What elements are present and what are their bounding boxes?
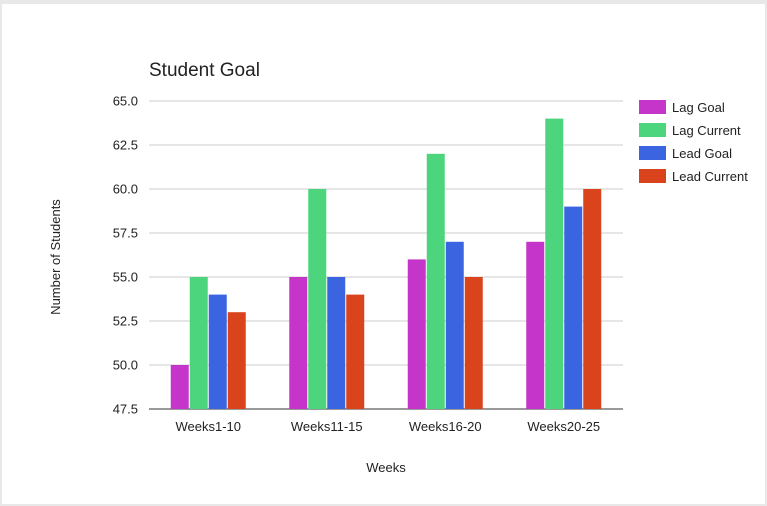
legend-swatch	[639, 146, 666, 160]
x-tick-label: Weeks20-25	[527, 419, 600, 434]
x-axis-title: Weeks	[366, 460, 406, 475]
y-tick-label: 47.5	[113, 402, 138, 417]
legend-label: Lead Current	[672, 169, 748, 184]
x-axis-ticks: Weeks1-10 Weeks11-15 Weeks16-20 Weeks20-25	[175, 419, 600, 434]
legend-swatch	[639, 169, 666, 183]
bar-lag-goal	[407, 259, 426, 409]
legend-label: Lag Current	[672, 123, 741, 138]
y-axis-ticks: 47.5 50.0 52.5 55.0 57.5 60.0 62.5 65.0	[113, 94, 138, 417]
legend-label: Lag Goal	[672, 100, 725, 115]
chart-title: Student Goal	[149, 60, 260, 81]
bar-lag-goal	[289, 277, 308, 409]
bar-lag-goal	[170, 365, 189, 409]
y-tick-label: 52.5	[113, 314, 138, 329]
legend-swatch	[639, 123, 666, 137]
bar-lead-goal	[327, 277, 346, 409]
x-tick-label: Weeks11-15	[291, 419, 363, 434]
x-tick-label: Weeks1-10	[175, 419, 241, 434]
bar-lead-current	[464, 277, 483, 409]
bar-chart: Student Goal 47.5 50.0 52.5 55.0 57.5 60.0 62.…	[48, 60, 748, 475]
bar-lead-current	[346, 294, 365, 409]
y-tick-label: 55.0	[113, 270, 138, 285]
y-tick-label: 50.0	[113, 358, 138, 373]
bar-lag-current	[189, 277, 208, 409]
y-tick-label: 57.5	[113, 226, 138, 241]
bar-lead-goal	[564, 206, 583, 409]
legend: Lag Goal Lag Current Lead Goal Lead Current	[639, 100, 748, 184]
y-axis-title: Number of Students	[48, 199, 63, 315]
bar-lead-current	[583, 189, 602, 409]
legend-label: Lead Goal	[672, 146, 732, 161]
bar-lag-current	[545, 118, 564, 409]
y-tick-label: 62.5	[113, 138, 138, 153]
bar-lead-goal	[445, 241, 464, 409]
bar-lead-current	[227, 312, 246, 409]
y-tick-label: 60.0	[113, 182, 138, 197]
bars	[170, 118, 602, 409]
bar-lag-current	[426, 153, 445, 409]
x-tick-label: Weeks16-20	[409, 419, 482, 434]
bar-lead-goal	[208, 294, 227, 409]
legend-swatch	[639, 100, 666, 114]
y-tick-label: 65.0	[113, 94, 138, 109]
bar-lag-goal	[526, 241, 545, 409]
chart-frame: Student Goal 47.5 50.0 52.5 55.0 57.5 60.0 62.…	[2, 4, 765, 504]
bar-lag-current	[308, 189, 327, 409]
